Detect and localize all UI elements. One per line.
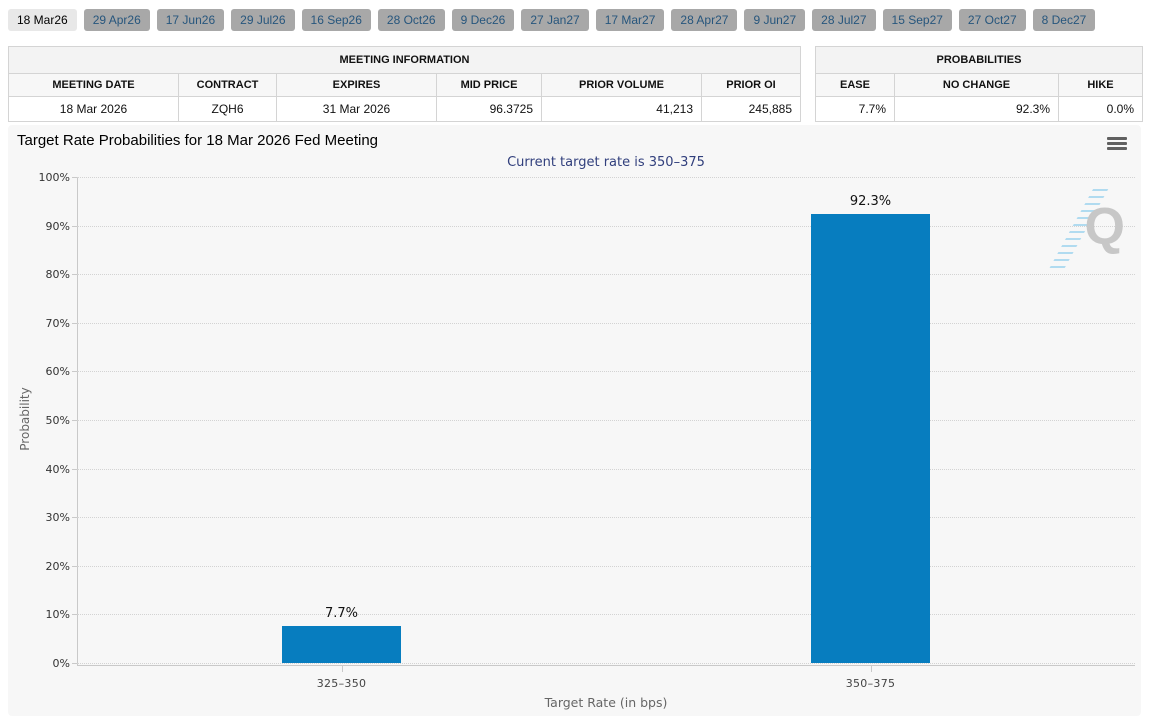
column-header-meeting-date: MEETING DATE bbox=[9, 74, 178, 96]
plot-area: 7.7% 325–350 92.3% 350–375 bbox=[77, 177, 1135, 690]
tab-16-sep26[interactable]: 16 Sep26 bbox=[301, 9, 371, 31]
tab-27-jan27[interactable]: 27 Jan27 bbox=[521, 9, 589, 31]
gridline-10 bbox=[77, 614, 1135, 616]
column-header-prior-oi: PRIOR OI bbox=[701, 74, 800, 96]
y-tick-label-90: 90% bbox=[45, 219, 70, 233]
y-tick-mark-100 bbox=[72, 177, 77, 178]
tab-15-sep27[interactable]: 15 Sep27 bbox=[882, 9, 952, 31]
category-label-325–350: 325–350 bbox=[316, 677, 367, 690]
target-rate-chart-panel: Target Rate Probabilities for 18 Mar 202… bbox=[8, 125, 1141, 716]
y-tick-mark-80 bbox=[72, 274, 77, 276]
y-tick-mark-60 bbox=[72, 371, 77, 373]
gridline-0 bbox=[77, 663, 1135, 664]
bar-325–350[interactable] bbox=[282, 625, 401, 663]
value-cell-mid-price: 96.3725 bbox=[436, 97, 541, 121]
column-header-mid-price: MID PRICE bbox=[436, 74, 541, 96]
tab-28-apr27[interactable]: 28 Apr27 bbox=[671, 9, 738, 31]
watermark-q-letter: Q bbox=[1084, 198, 1125, 256]
y-tick-label-100: 100% bbox=[38, 171, 70, 184]
y-tick-mark-40 bbox=[72, 468, 77, 470]
value-cell-hike: 0.0% bbox=[1058, 97, 1142, 121]
chart-title: Target Rate Probabilities for 18 Mar 202… bbox=[17, 132, 379, 149]
gridline-30 bbox=[77, 517, 1135, 519]
y-tick-label-40: 40% bbox=[45, 462, 70, 476]
gridline-100 bbox=[77, 177, 1135, 178]
y-axis-line bbox=[77, 177, 78, 665]
category-label-350–375: 350–375 bbox=[845, 677, 896, 690]
gridline-20 bbox=[77, 565, 1135, 567]
value-cell-ease: 7.7% bbox=[858, 102, 886, 116]
tab-9-dec26[interactable]: 9 Dec26 bbox=[451, 9, 515, 31]
y-tick-mark-20 bbox=[72, 565, 77, 567]
probabilities-table-title: PROBABILITIES bbox=[816, 47, 1142, 73]
tab-18-mar26[interactable]: 18 Mar26 bbox=[8, 9, 77, 31]
column-header-ease: EASE bbox=[816, 74, 894, 96]
meeting-information-header-row: MEETING DATE CONTRACT EXPIRES MID PRICE PRIO… bbox=[9, 73, 800, 96]
meeting-information-table-title: MEETING INFORMATION bbox=[9, 47, 800, 73]
y-tick-mark-10 bbox=[72, 614, 77, 616]
column-header-contract: CONTRACT bbox=[178, 74, 276, 96]
value-cell-no-change: 92.3% bbox=[894, 97, 1058, 121]
y-tick-label-0: 0% bbox=[52, 657, 70, 670]
bar-value-label-325–350: 7.7% bbox=[324, 605, 359, 621]
y-tick-label-20: 20% bbox=[45, 559, 70, 573]
y-tick-label-60: 60% bbox=[45, 365, 70, 379]
column-header-prior-volume: PRIOR VOLUME bbox=[541, 74, 701, 96]
y-tick-mark-0 bbox=[72, 663, 77, 664]
value-cell-meeting-date: 18 Mar 2026 bbox=[59, 102, 128, 116]
x-axis-line bbox=[77, 665, 1135, 666]
value-cell-prior-volume: 41,213 bbox=[541, 97, 701, 121]
gridline-40 bbox=[77, 468, 1135, 470]
column-header-no-change: NO CHANGE bbox=[894, 74, 1058, 96]
column-header-expires: EXPIRES bbox=[276, 74, 436, 96]
meeting-information-table: MEETING INFORMATION MEETING DATE CONTRACT… bbox=[8, 46, 801, 122]
probabilities-table: PROBABILITIES EASE NO CHANGE HIKE 7.7% 92.3… bbox=[815, 46, 1143, 122]
y-tick-mark-90 bbox=[72, 225, 77, 227]
y-tick-mark-70 bbox=[72, 322, 77, 324]
tab-28-jul27[interactable]: 28 Jul27 bbox=[812, 9, 876, 31]
value-cell-prior-oi: 245,885 bbox=[701, 97, 800, 121]
gridline-60 bbox=[77, 371, 1135, 373]
y-tick-mark-50 bbox=[72, 420, 77, 421]
tab-8-dec27[interactable]: 8 Dec27 bbox=[1032, 9, 1096, 31]
tab-29-apr26[interactable]: 29 Apr26 bbox=[83, 9, 150, 31]
tab-29-jul26[interactable]: 29 Jul26 bbox=[231, 9, 295, 31]
meeting-information-value-row: 18 Mar 2026 ZQH6 31 Mar 2026 96.3725 41,213 2… bbox=[9, 96, 800, 121]
column-header-hike: HIKE bbox=[1058, 74, 1142, 96]
meeting-tab-bar: 18 Mar26 29 Apr26 17 Jun26 29 Jul26 16 Sep26… bbox=[8, 9, 1096, 31]
y-tick-mark-30 bbox=[72, 517, 77, 519]
chart-subtitle: Current target rate is 350–375 bbox=[507, 155, 705, 170]
tab-17-mar27[interactable]: 17 Mar27 bbox=[595, 9, 665, 31]
x-tick-mark-350–375 bbox=[870, 665, 872, 672]
tab-17-jun26[interactable]: 17 Jun26 bbox=[156, 9, 225, 31]
y-tick-label-70: 70% bbox=[45, 316, 70, 330]
gridline-70 bbox=[77, 322, 1135, 324]
gridline-90 bbox=[77, 225, 1135, 227]
probabilities-header-row: EASE NO CHANGE HIKE bbox=[816, 73, 1142, 96]
bar-350–375[interactable] bbox=[811, 214, 930, 663]
bar-value-label-350–375: 92.3% bbox=[849, 194, 892, 210]
gridline-80 bbox=[77, 274, 1135, 276]
value-cell-expires: 31 Mar 2026 bbox=[276, 97, 436, 121]
y-tick-label-10: 10% bbox=[45, 608, 70, 622]
quikstrike-watermark: Q bbox=[1049, 189, 1125, 269]
probabilities-value-row: 7.7% 92.3% 0.0% bbox=[816, 96, 1142, 121]
chart-menu-hamburger-icon[interactable] bbox=[1107, 137, 1127, 151]
x-axis-title: Target Rate (in bps) bbox=[544, 695, 668, 710]
gridline-50 bbox=[77, 420, 1135, 421]
y-tick-label-80: 80% bbox=[45, 268, 70, 282]
x-tick-mark-325–350 bbox=[341, 665, 343, 672]
y-tick-label-30: 30% bbox=[45, 511, 70, 525]
tab-28-oct26[interactable]: 28 Oct26 bbox=[377, 9, 445, 31]
tab-9-jun27[interactable]: 9 Jun27 bbox=[744, 9, 806, 31]
tab-27-oct27[interactable]: 27 Oct27 bbox=[958, 9, 1026, 31]
value-cell-contract: ZQH6 bbox=[178, 97, 276, 121]
y-tick-label-50: 50% bbox=[45, 414, 70, 427]
